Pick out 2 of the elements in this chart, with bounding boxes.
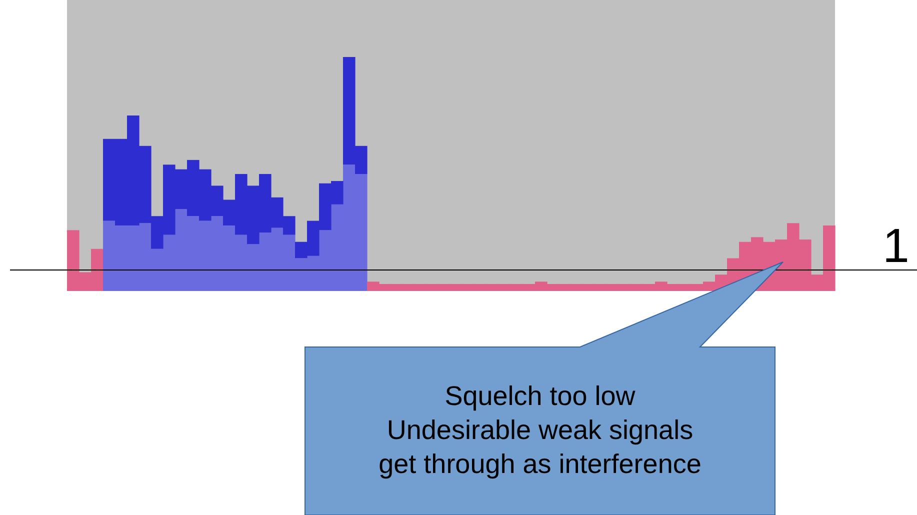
text: Squelch too low Undesirable weak signals get through as interference [378,381,702,479]
text: 1 [882,220,910,273]
